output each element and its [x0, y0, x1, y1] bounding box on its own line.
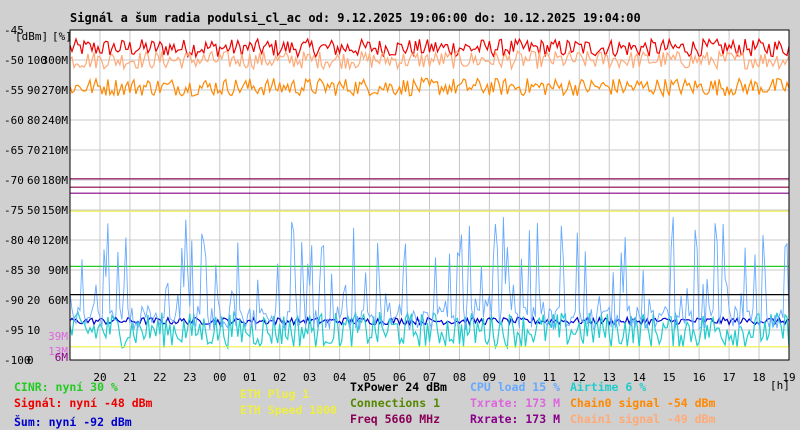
- y-tick-dbm: -60: [4, 114, 24, 127]
- y-unit-dbm: [dBm]: [15, 30, 48, 43]
- series-line-cpu-load: [69, 217, 790, 331]
- chart-title: Signál a šum radia podulsi_cl_ac od: 9.1…: [70, 11, 641, 26]
- x-tick: 09: [483, 371, 496, 384]
- series-line-chain1-signal: [69, 49, 790, 72]
- x-tick: 20: [93, 371, 106, 384]
- y-tick-dbm: -85: [4, 264, 24, 277]
- legend-item: Airtime 6 %: [570, 380, 647, 394]
- x-tick: 00: [213, 371, 226, 384]
- x-tick: 07: [423, 371, 436, 384]
- y-tick-dbm: -50: [4, 54, 24, 67]
- y-tick-percent: 10: [27, 324, 40, 337]
- series-layer: [69, 37, 790, 351]
- y-tick-percent: 60: [27, 174, 40, 187]
- x-tick: 14: [633, 371, 647, 384]
- legend-item: Šum: nyní -92 dBm: [14, 415, 132, 429]
- legend-item: Rxrate: 173 M: [470, 412, 561, 426]
- x-tick: 11: [543, 371, 556, 384]
- y-tick-dbm: -55: [4, 84, 24, 97]
- x-tick: 06: [393, 371, 406, 384]
- x-tick: 08: [453, 371, 466, 384]
- y-tick-dbm: -65: [4, 144, 24, 157]
- y-tick-dbm: -45: [4, 24, 24, 37]
- axis-labels: -45-50-55-60-65-70-75-80-85-90-95-100100…: [4, 24, 796, 384]
- y-tick-rate: 270M: [42, 84, 69, 97]
- y-tick-dbm: -70: [4, 174, 24, 187]
- legend-item: Chain1 signal -49 dBm: [570, 412, 716, 426]
- y-tick-dbm: -90: [4, 294, 24, 307]
- y-tick-percent: 40: [27, 234, 40, 247]
- y-tick-percent: 100: [27, 54, 47, 67]
- y-tick-rate: 300M: [42, 54, 69, 67]
- x-tick: 21: [123, 371, 136, 384]
- x-tick: 03: [303, 371, 316, 384]
- legend-item: CINR: nyní 30 %: [14, 380, 118, 394]
- x-tick: 01: [243, 371, 256, 384]
- x-tick: 18: [752, 371, 765, 384]
- y-tick-percent: 0: [27, 354, 34, 367]
- x-tick: 19: [782, 371, 795, 384]
- y-tick-percent: 50: [27, 204, 40, 217]
- y-tick-rate: 6M: [55, 351, 69, 364]
- x-tick: 13: [603, 371, 616, 384]
- legend-item: Connections 1: [350, 396, 441, 410]
- legend-item: ETH Speed 1000: [240, 403, 337, 417]
- x-tick: 17: [722, 371, 735, 384]
- x-tick: 15: [663, 371, 676, 384]
- legend-item: Chain0 signal -54 dBm: [570, 396, 716, 410]
- x-tick: 04: [333, 371, 347, 384]
- y-tick-rate: 90M: [48, 264, 68, 277]
- y-tick-dbm: -100: [4, 354, 31, 367]
- x-tick: 23: [183, 371, 196, 384]
- y-tick-rate: 60M: [48, 294, 68, 307]
- series-line-chain0-signal: [69, 76, 790, 99]
- y-tick-percent: 20: [27, 294, 40, 307]
- plot-frame: [69, 29, 790, 361]
- y-tick-percent: 80: [27, 114, 40, 127]
- y-tick-percent: 70: [27, 144, 40, 157]
- x-tick: 16: [693, 371, 706, 384]
- y-tick-dbm: -75: [4, 204, 24, 217]
- y-tick-rate: 120M: [42, 234, 69, 247]
- y-tick-rate: 13M: [48, 345, 68, 358]
- legend-item: Txrate: 173 M: [470, 396, 561, 410]
- y-tick-rate: 39M: [48, 330, 68, 343]
- x-tick: 05: [363, 371, 376, 384]
- x-tick: 12: [573, 371, 586, 384]
- legend-item: ETH Plug 1: [240, 387, 310, 401]
- y-tick-dbm: -95: [4, 324, 24, 337]
- y-tick-dbm: -80: [4, 234, 24, 247]
- y-tick-rate: 210M: [42, 144, 69, 157]
- legend-item: Signál: nyní -48 dBm: [14, 396, 153, 410]
- x-tick: 10: [513, 371, 526, 384]
- y-tick-rate: 240M: [42, 114, 69, 127]
- y-tick-percent: 30: [27, 264, 40, 277]
- y-tick-rate: 150M: [42, 204, 69, 217]
- x-unit-label: [h]: [770, 379, 790, 392]
- legend-item: TxPower 24 dBm: [350, 380, 447, 394]
- x-tick: 22: [153, 371, 166, 384]
- legend-item: CPU load 15 %: [470, 380, 561, 394]
- legend-item: Freq 5660 MHz: [350, 412, 441, 426]
- x-tick: 02: [273, 371, 286, 384]
- y-tick-percent: 90: [27, 84, 40, 97]
- y-unit-percent: [%]: [52, 30, 72, 43]
- y-tick-rate: 180M: [42, 174, 69, 187]
